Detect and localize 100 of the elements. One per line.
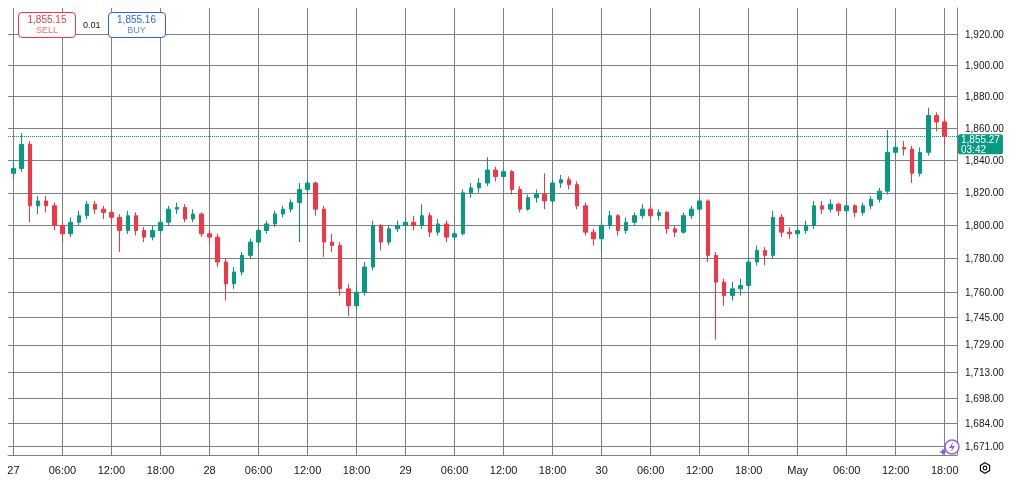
x-tick-label: 27 [7, 463, 20, 476]
y-tick-label: 1,780.00 [965, 253, 1005, 265]
candlestick [273, 210, 277, 228]
candlestick [175, 202, 179, 215]
candlestick [583, 202, 588, 236]
candlestick [354, 284, 359, 310]
candlestick [493, 166, 498, 182]
y-tick-label: 1,920.00 [965, 28, 1005, 40]
candlestick [85, 200, 89, 220]
candlestick [117, 213, 122, 253]
candlestick [501, 167, 506, 181]
x-tick-label: 12:00 [685, 463, 714, 476]
y-tick-label: 1,840.00 [965, 154, 1005, 166]
x-tick-label: 18:00 [930, 463, 959, 476]
candlestick [893, 142, 898, 158]
y-tick-label: 1,880.00 [965, 91, 1005, 103]
candlestick [166, 205, 171, 227]
x-tick-label: May [787, 463, 809, 476]
y-tick-label: 1,800.00 [965, 220, 1005, 232]
candlestick [640, 203, 645, 220]
candlestick [420, 203, 424, 230]
candlestick [804, 220, 808, 235]
x-tick-label: 06:00 [244, 463, 273, 476]
candlestick [828, 198, 833, 213]
candlestick [305, 179, 310, 195]
candlestick [902, 140, 906, 157]
candlestick [755, 244, 759, 266]
candlestick [150, 225, 155, 241]
annotation: 1,855.15 SELL [27, 14, 67, 36]
candlestick [428, 211, 432, 238]
x-tick-label: 12:00 [881, 463, 910, 476]
candlestick [215, 233, 220, 268]
x-tick-label: 06:00 [832, 463, 861, 476]
candlestick [812, 200, 816, 230]
candlestick [11, 159, 16, 181]
candlestick [877, 187, 882, 204]
candlestick [608, 210, 612, 230]
y-tick-label: 1,684.00 [965, 417, 1005, 429]
candlestick [681, 211, 686, 235]
candlestick [52, 202, 57, 231]
candlestick [673, 225, 677, 238]
candlestick [322, 205, 326, 258]
x-tick-label: 06:00 [636, 463, 665, 476]
candlestick [403, 216, 408, 231]
candlestick [836, 202, 841, 217]
candlestick [338, 241, 342, 297]
y-tick-label: 1,713.00 [965, 366, 1005, 378]
candlestick [559, 174, 563, 189]
candlestick [861, 202, 865, 217]
y-tick-label: 1,745.00 [965, 312, 1005, 324]
buy-button: 1,855.16 BUY [107, 12, 166, 38]
candlestick [632, 211, 637, 227]
candlestick [771, 210, 775, 260]
candlestick [452, 230, 457, 241]
candlestick [657, 208, 661, 222]
candlestick [746, 256, 751, 290]
candlestick [240, 251, 244, 276]
candlestick [68, 216, 73, 238]
candlestick [313, 180, 318, 217]
candlestick [477, 177, 481, 194]
candlestick [510, 169, 514, 195]
candlestick [518, 185, 522, 213]
candlestick [697, 197, 702, 213]
y-tick-label: 1,860.00 [965, 122, 1005, 134]
candlestick [183, 203, 187, 223]
candlestick [599, 220, 604, 255]
candlestick [134, 211, 138, 236]
candlestick [289, 198, 293, 213]
x-tick-label: 18:00 [146, 463, 175, 476]
x-tick-label: 12:00 [293, 463, 322, 476]
candlestick [567, 176, 571, 191]
candlestick [36, 195, 40, 215]
candlestick [722, 278, 726, 307]
y-tick-label: 1,900.00 [965, 59, 1005, 71]
candlestick [232, 266, 236, 290]
candlestick [469, 182, 473, 199]
candlestick [264, 220, 269, 235]
candlestick [395, 220, 400, 233]
candlestick [648, 205, 653, 220]
candlestick [550, 179, 555, 205]
candlestick [787, 226, 792, 240]
candlestick [444, 220, 449, 243]
candlestick [575, 180, 579, 210]
candlestick [387, 225, 391, 246]
x-tick-label: 29 [399, 463, 412, 476]
annotation: 0.01 [83, 19, 101, 31]
candlestick [591, 228, 596, 246]
candlestick [126, 210, 130, 235]
candlestick [779, 213, 784, 238]
candlestick [207, 230, 212, 245]
sell-button: 1,855.15 SELL [18, 12, 76, 38]
candlestick [624, 216, 628, 235]
candlestick [934, 111, 939, 132]
candlestick [77, 210, 81, 227]
candlestick [910, 145, 914, 184]
candlestick [330, 233, 334, 253]
y-tick-label: 1,820.00 [965, 187, 1005, 199]
x-tick-label: 12:00 [97, 463, 126, 476]
candlestick [60, 221, 65, 243]
candlestick [706, 198, 710, 263]
